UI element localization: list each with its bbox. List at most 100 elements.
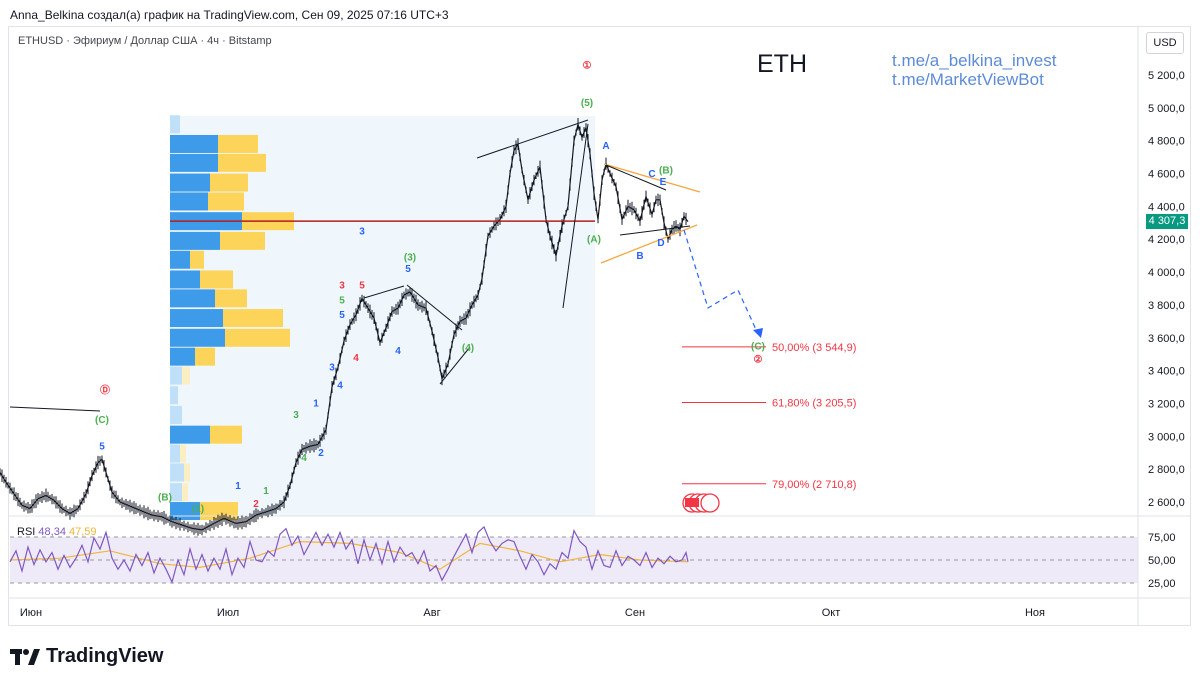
chart-note-title: ETH — [757, 50, 807, 78]
fib-label-0: 50,00% (3 544,9) — [772, 342, 856, 354]
wave-label-0: ① — [583, 60, 592, 71]
x-tick-label-2: Авг — [423, 607, 440, 619]
wave-label-16: 5 — [339, 295, 345, 306]
x-tick-label-0: Июн — [20, 607, 42, 619]
event-flag-icon — [685, 498, 699, 507]
wave-label-26: 4 — [301, 453, 307, 464]
profile-buy-bar-8 — [170, 270, 200, 289]
profile-sell-bar-12 — [195, 347, 215, 366]
wave-label-8: D — [657, 238, 664, 249]
rsi-legend[interactable]: RSI 48,34 47,59 — [17, 526, 97, 538]
x-tick-label-5: Ноя — [1025, 607, 1045, 619]
profile-buy-bar-13 — [170, 366, 182, 385]
profile-sell-bar-9 — [215, 289, 247, 308]
profile-sell-bar-1 — [218, 134, 258, 153]
chart-frame — [8, 26, 1191, 626]
y-tick-label-0: 5 200,0 — [1148, 70, 1185, 82]
symbol-info[interactable]: ETHUSD · Эфириум / Доллар США · 4ч · Bit… — [18, 35, 272, 47]
rsi-tick-label-2: 25,00 — [1148, 578, 1176, 590]
profile-buy-bar-11 — [170, 328, 225, 347]
wave-label-5: E — [660, 177, 667, 188]
telegram-link-1[interactable]: t.me/a_belkina_invest — [892, 51, 1057, 70]
projection-arrowhead — [753, 328, 763, 338]
wave-label-9: (C) — [751, 341, 765, 352]
y-tick-label-12: 2 800,0 — [1148, 464, 1185, 476]
wave-label-4: (B) — [659, 166, 673, 177]
wave-label-33: (C) — [95, 415, 109, 426]
wave-label-29: 2 — [253, 499, 259, 510]
y-tick-label-5: 4 200,0 — [1148, 234, 1185, 246]
wave-label-10: ② — [754, 354, 763, 365]
channel-line-b — [406, 284, 463, 331]
wave-label-22: 4 — [337, 381, 343, 392]
profile-sell-bar-19 — [182, 483, 188, 502]
price-line — [0, 122, 689, 531]
tradingview-logo[interactable]: TradingView — [10, 645, 163, 668]
projection-path — [683, 229, 759, 335]
profile-buy-bar-0 — [170, 115, 180, 134]
last-price-tag: 4 307,3 — [1146, 214, 1188, 229]
profile-sell-bar-4 — [208, 192, 244, 211]
x-tick-label-3: Сен — [625, 607, 645, 619]
profile-buy-bar-9 — [170, 289, 215, 308]
profile-sell-bar-3 — [210, 173, 248, 192]
profile-sell-bar-2 — [218, 153, 266, 172]
y-tick-label-7: 3 800,0 — [1148, 300, 1185, 312]
channel-line-c — [439, 346, 471, 385]
triangle-lower-black — [619, 225, 691, 236]
wave-label-15: 5 — [359, 281, 365, 292]
triangle-upper-black — [605, 164, 667, 191]
profile-buy-bar-1 — [170, 134, 218, 153]
wave-label-12: 5 — [405, 264, 411, 275]
wave-label-18: 4 — [353, 353, 359, 364]
currency-button[interactable]: USD — [1146, 32, 1184, 54]
profile-sell-bar-11 — [225, 328, 290, 347]
profile-buy-bar-15 — [170, 405, 182, 424]
telegram-link-2[interactable]: t.me/MarketViewBot — [892, 70, 1044, 89]
x-tick-label-4: Окт — [822, 607, 841, 619]
rsi-line — [9, 525, 689, 584]
profile-sell-bar-20 — [200, 502, 238, 521]
profile-sell-bar-8 — [200, 270, 233, 289]
wave-label-24: 3 — [293, 410, 299, 421]
wave-label-32: Ⓓ — [100, 384, 110, 397]
drawings: 50,00% (3 544,9) 61,80% (3 205,5) 79,00% (… — [9, 119, 856, 513]
wave-label-17: 5 — [339, 310, 345, 321]
wave-label-21: 3 — [329, 363, 335, 374]
y-tick-label-11: 3 000,0 — [1148, 431, 1185, 443]
profile-buy-bar-2 — [170, 153, 218, 172]
tradingview-logo-text: TradingView — [46, 645, 164, 667]
triangle-lower-orange — [600, 224, 698, 264]
profile-sell-bar-6 — [220, 231, 265, 250]
y-tick-label-1: 5 000,0 — [1148, 103, 1185, 115]
wave-label-28: 1 — [263, 486, 269, 497]
x-tick-label-1: Июл — [217, 607, 239, 619]
rsi-ma-value: 47,59 — [69, 526, 97, 538]
event-icon — [700, 493, 720, 513]
chart-attribution: Anna_Belkina создал(а) график на Trading… — [10, 8, 449, 22]
wave-label-13: 3 — [359, 226, 365, 237]
price-series — [0, 118, 689, 536]
rsi-band — [10, 537, 1138, 583]
price-axis-separator — [9, 27, 1190, 625]
wave-label-1: (5) — [581, 98, 593, 109]
fib-label-2: 79,00% (2 710,8) — [772, 479, 856, 491]
wave-label-3: C — [648, 169, 655, 180]
wave-label-7: B — [636, 251, 643, 262]
axes: 5 200,0 5 000,0 4 800,0 4 600,0 4 400,0 4 200… — [20, 70, 1185, 619]
profile-buy-bar-17 — [170, 444, 180, 463]
y-tick-label-8: 3 600,0 — [1148, 333, 1185, 345]
wave-label-31: (B) — [158, 492, 172, 503]
rsi-pane: 75,00 50,00 25,00 — [9, 525, 1176, 590]
y-tick-label-9: 3 400,0 — [1148, 366, 1185, 378]
tradingview-logo-icon — [10, 648, 40, 665]
wave-label-20: (4) — [462, 343, 474, 354]
wave-label-23: 1 — [313, 399, 319, 410]
wave-label-19: 4 — [395, 346, 401, 357]
profile-sell-bar-17 — [180, 444, 186, 463]
profile-buy-bar-18 — [170, 463, 184, 482]
wave-label-27: 1 — [235, 481, 241, 492]
profile-sell-bar-16 — [210, 425, 242, 444]
